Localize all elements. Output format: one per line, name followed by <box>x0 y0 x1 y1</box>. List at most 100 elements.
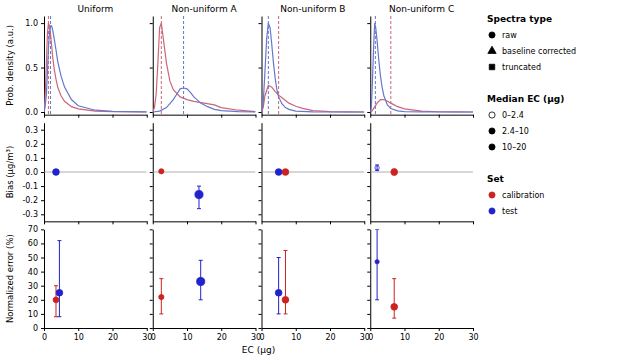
x-tick-mark <box>330 115 331 118</box>
x-tick-mark <box>187 328 188 331</box>
x-axis-line <box>371 221 474 222</box>
x-tick-mark <box>221 115 222 118</box>
y-tick-mark <box>259 214 262 215</box>
y-tick-mark <box>259 172 262 173</box>
y-tick-mark <box>150 286 153 287</box>
y-tick-mark <box>367 300 370 301</box>
x-tick <box>221 221 222 224</box>
y-tick: 0 <box>33 324 44 333</box>
point <box>391 169 398 176</box>
x-axis-line <box>262 221 365 222</box>
y-tick <box>150 23 153 24</box>
plot-area <box>53 241 63 317</box>
y-tick <box>259 328 262 329</box>
x-axis: 0102030 <box>368 328 478 342</box>
y-axis <box>259 123 263 222</box>
y-tick <box>367 314 370 315</box>
x-tick-mark <box>147 221 148 224</box>
y-tick-label: 50 <box>28 254 38 263</box>
y-tick-label: 40 <box>28 268 38 277</box>
plot-area <box>44 16 147 115</box>
y-tick-label: 1.0 <box>25 19 38 28</box>
y-tick-mark <box>259 23 262 24</box>
x-tick <box>364 115 365 118</box>
y-axis-line <box>370 123 371 222</box>
y-tick-mark <box>41 23 44 24</box>
y-tick-mark <box>367 200 370 201</box>
plot-area <box>375 229 398 318</box>
y-tick-mark <box>259 314 262 315</box>
x-tick-mark <box>187 221 188 224</box>
y-tick-mark <box>367 272 370 273</box>
x-tick-mark <box>296 221 297 224</box>
y-tick-mark <box>41 68 44 69</box>
y-tick <box>367 23 370 24</box>
x-tick <box>187 115 188 118</box>
legend-label: truncated <box>502 63 541 72</box>
panel: 0102030010203040506070Normalized error (… <box>5 225 152 341</box>
legend-symbol <box>488 46 496 53</box>
y-tick-label: 60 <box>28 239 38 248</box>
y-axis: 010203040506070 <box>28 225 45 333</box>
plot-area <box>262 16 365 115</box>
y-tick-mark <box>41 314 44 315</box>
y-tick-mark <box>259 186 262 187</box>
y-tick <box>367 272 370 273</box>
x-tick-mark <box>296 328 297 331</box>
x-axis-line <box>45 115 148 116</box>
y-tick <box>367 158 370 159</box>
y-tick-label: 0.2 <box>25 140 38 149</box>
panel: Non-uniform C <box>367 4 473 118</box>
x-tick-mark <box>405 328 406 331</box>
plot-area <box>275 250 289 313</box>
x-tick-label: 10 <box>291 333 301 342</box>
plot-area <box>370 16 473 115</box>
panel-title: Uniform <box>77 4 113 14</box>
y-tick-mark <box>41 158 44 159</box>
reference-line <box>370 172 473 173</box>
x-tick <box>473 115 474 118</box>
point <box>159 169 164 174</box>
density-line <box>153 88 256 112</box>
y-tick-label: 0.1 <box>25 154 38 163</box>
density-line <box>262 23 365 112</box>
y-tick-mark <box>41 172 44 173</box>
density-line <box>370 23 473 112</box>
x-tick-label: 20 <box>108 333 118 342</box>
y-tick-mark <box>259 286 262 287</box>
y-tick: 30 <box>28 282 44 291</box>
x-tick-mark <box>221 221 222 224</box>
x-tick: 10 <box>74 328 84 342</box>
y-axis <box>150 230 154 329</box>
density-line <box>153 23 256 112</box>
y-tick-mark <box>367 112 370 113</box>
x-axis <box>262 221 365 224</box>
y-tick: 0.2 <box>25 140 44 149</box>
legend-label: baseline corrected <box>502 47 576 56</box>
y-tick-mark <box>367 158 370 159</box>
y-tick <box>150 158 153 159</box>
x-axis-line <box>153 328 256 329</box>
x-tick: 20 <box>434 328 444 342</box>
x-tick: 0 <box>42 328 47 342</box>
point <box>53 169 60 176</box>
y-tick <box>150 130 153 131</box>
x-axis <box>45 221 148 224</box>
y-tick-label: 0.0 <box>25 108 38 117</box>
y-axis-title: Bias (μg/m³) <box>5 146 15 199</box>
x-tick-mark <box>296 115 297 118</box>
point <box>375 260 379 264</box>
x-tick <box>439 115 440 118</box>
panel: Non-uniform A <box>150 4 256 118</box>
x-tick-mark <box>330 328 331 331</box>
y-tick <box>150 258 153 259</box>
legend-symbol <box>489 192 495 198</box>
y-axis <box>259 230 263 329</box>
point <box>375 166 379 170</box>
y-tick <box>259 300 262 301</box>
figure: 0.00.51.0UniformProb. density (a.u.)Non-… <box>0 0 623 358</box>
point <box>275 289 282 296</box>
density-line <box>44 23 147 112</box>
y-axis-line <box>262 123 263 222</box>
x-tick-label: 0 <box>368 333 373 342</box>
